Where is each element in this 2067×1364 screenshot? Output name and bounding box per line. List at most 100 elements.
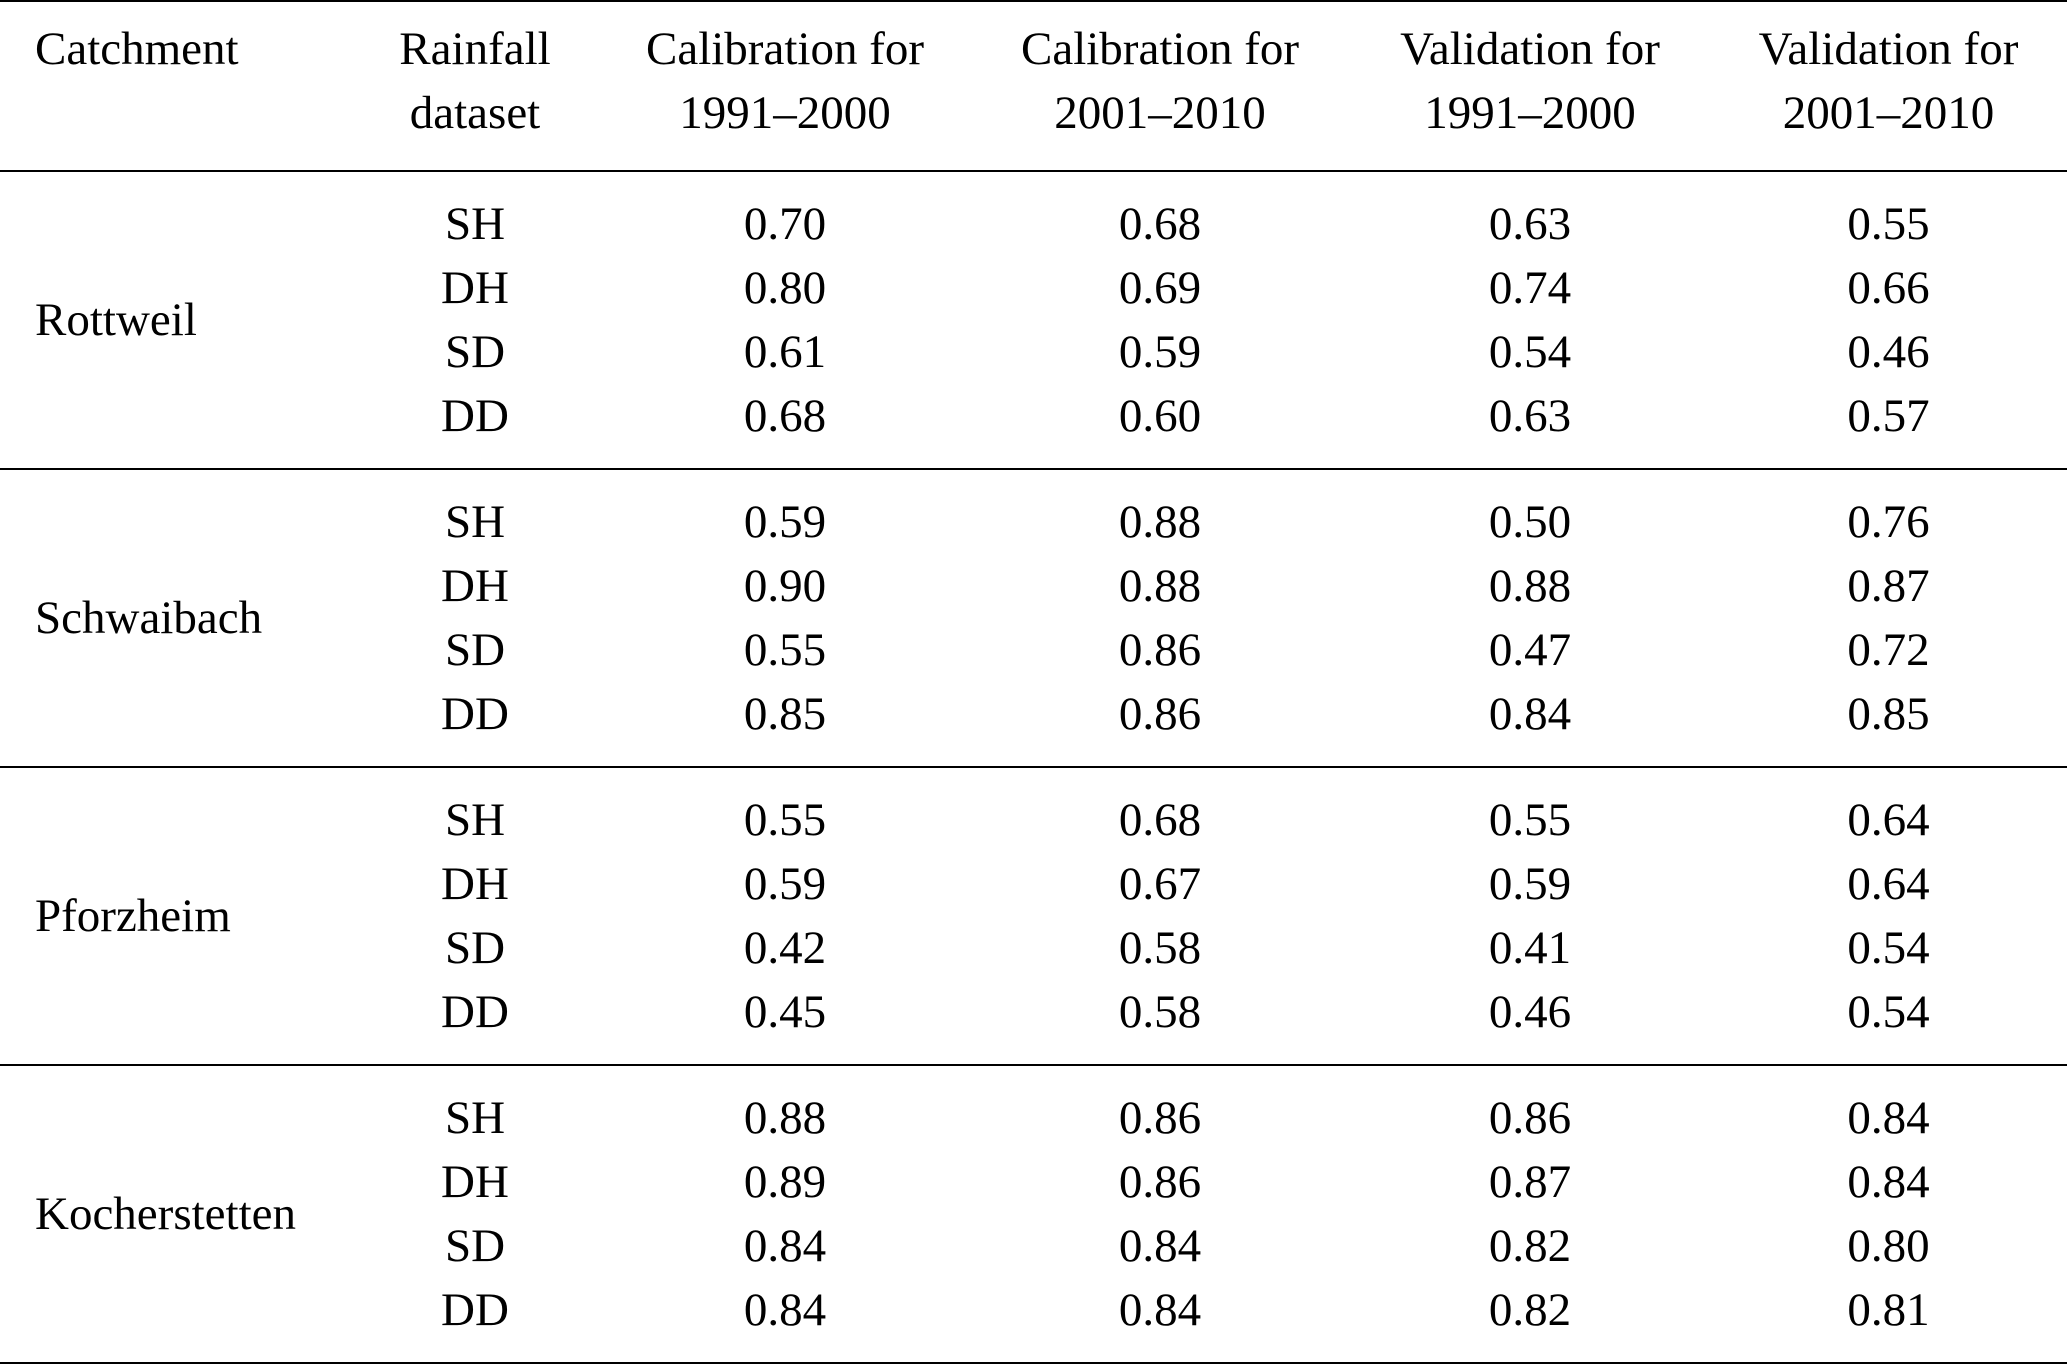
- rainfall-dataset-cell: DH: [441, 560, 509, 612]
- value-cell: 0.82: [1488, 1220, 1572, 1272]
- rainfall-dataset-cell: DH: [441, 262, 509, 314]
- value-cell: 0.60: [1118, 390, 1202, 442]
- value-cell: 0.85: [743, 688, 827, 740]
- header-line: dataset: [409, 87, 541, 139]
- rainfall-dataset-cell: DD: [441, 1284, 509, 1336]
- value-cell: 0.68: [1118, 198, 1202, 250]
- catchment-name: Kocherstetten: [35, 1188, 297, 1240]
- catchment-name: Schwaibach: [35, 592, 263, 644]
- header-line: Calibration for: [645, 23, 924, 75]
- value-cell: 0.86: [1118, 1156, 1202, 1208]
- rainfall-dataset-cell: SD: [444, 624, 506, 676]
- value-cell: 0.84: [1118, 1284, 1202, 1336]
- value-cell: 0.84: [1118, 1220, 1202, 1272]
- value-cell: 0.88: [1118, 496, 1202, 548]
- header-validation-2001-2010: Validation for 2001–2010: [1710, 1, 2067, 171]
- catchment-group: Pforzheim SH 0.55 0.68 0.55 0.64 DH 0.59 0.67 0.5…: [0, 767, 2067, 1065]
- value-cell: 0.46: [1847, 326, 1930, 378]
- value-cell: 0.58: [1118, 922, 1202, 974]
- value-cell: 0.84: [743, 1220, 827, 1272]
- value-cell: 0.54: [1847, 986, 1930, 1038]
- value-cell: 0.45: [743, 986, 827, 1038]
- table-row: SD 0.61 0.59 0.54 0.46: [0, 320, 2067, 384]
- header-line: Catchment: [35, 23, 239, 75]
- value-cell: 0.82: [1488, 1284, 1572, 1336]
- rainfall-dataset-cell: SH: [444, 496, 506, 548]
- value-cell: 0.55: [743, 794, 827, 846]
- value-cell: 0.88: [1488, 560, 1572, 612]
- rainfall-dataset-cell: SD: [444, 1220, 506, 1272]
- table-row: DH 0.59 0.67 0.59 0.64: [0, 852, 2067, 916]
- header-validation-1991-2000: Validation for 1991–2000: [1350, 1, 1710, 171]
- value-cell: 0.64: [1847, 858, 1930, 910]
- header-rainfall-dataset: Rainfall dataset: [350, 1, 600, 171]
- value-cell: 0.86: [1118, 1092, 1202, 1144]
- value-cell: 0.58: [1118, 986, 1202, 1038]
- table-row: DD 0.68 0.60 0.63 0.57: [0, 384, 2067, 469]
- value-cell: 0.57: [1847, 390, 1930, 442]
- value-cell: 0.68: [1118, 794, 1202, 846]
- value-cell: 0.84: [1847, 1092, 1930, 1144]
- value-cell: 0.55: [1488, 794, 1572, 846]
- rainfall-dataset-cell: DH: [441, 1156, 509, 1208]
- value-cell: 0.41: [1488, 922, 1572, 974]
- value-cell: 0.66: [1847, 262, 1930, 314]
- header-calibration-1991-2000: Calibration for 1991–2000: [600, 1, 970, 171]
- catchment-group: Schwaibach SH 0.59 0.88 0.50 0.76 DH 0.90 0.88 0.…: [0, 469, 2067, 767]
- rainfall-dataset-cell: SH: [444, 794, 506, 846]
- table-row: DD 0.85 0.86 0.84 0.85: [0, 682, 2067, 767]
- value-cell: 0.85: [1847, 688, 1930, 740]
- value-cell: 0.50: [1488, 496, 1572, 548]
- table-header: Catchment Rainfall dataset Calibration f…: [0, 1, 2067, 171]
- header-line: Validation for: [1758, 23, 2019, 75]
- value-cell: 0.70: [743, 198, 827, 250]
- header-line: 1991–2000: [679, 87, 891, 139]
- header-line: Rainfall: [399, 23, 551, 75]
- value-cell: 0.63: [1488, 198, 1572, 250]
- catchment-name: Pforzheim: [35, 890, 231, 942]
- table-row: SD 0.42 0.58 0.41 0.54: [0, 916, 2067, 980]
- table-row: Pforzheim SH 0.55 0.68 0.55 0.64: [0, 767, 2067, 942]
- table-row: DH 0.89 0.86 0.87 0.84: [0, 1150, 2067, 1214]
- value-cell: 0.74: [1488, 262, 1572, 314]
- value-cell: 0.88: [743, 1092, 827, 1144]
- value-cell: 0.67: [1118, 858, 1202, 910]
- value-cell: 0.54: [1847, 922, 1930, 974]
- table-row: DH 0.80 0.69 0.74 0.66: [0, 256, 2067, 320]
- header-line: Validation for: [1400, 23, 1660, 75]
- table-row: DH 0.90 0.88 0.88 0.87: [0, 554, 2067, 618]
- value-cell: 0.69: [1118, 262, 1202, 314]
- value-cell: 0.86: [1118, 624, 1202, 676]
- catchment-group: Rottweil SH 0.70 0.68 0.63 0.55 DH 0.80 0.69 0.74…: [0, 171, 2067, 469]
- value-cell: 0.59: [1488, 858, 1572, 910]
- rainfall-dataset-cell: SH: [444, 1092, 506, 1144]
- catchment-name: Rottweil: [35, 294, 197, 346]
- value-cell: 0.61: [743, 326, 827, 378]
- value-cell: 0.42: [743, 922, 827, 974]
- value-cell: 0.55: [1847, 198, 1930, 250]
- value-cell: 0.86: [1118, 688, 1202, 740]
- value-cell: 0.88: [1118, 560, 1202, 612]
- value-cell: 0.54: [1488, 326, 1572, 378]
- header-calibration-2001-2010: Calibration for 2001–2010: [970, 1, 1350, 171]
- rainfall-dataset-cell: DH: [441, 858, 509, 910]
- table-row: Kocherstetten SH 0.88 0.86 0.86 0.84: [0, 1065, 2067, 1240]
- value-cell: 0.59: [743, 496, 827, 548]
- value-cell: 0.68: [743, 390, 827, 442]
- value-cell: 0.87: [1488, 1156, 1572, 1208]
- header-catchment: Catchment: [0, 1, 350, 171]
- value-cell: 0.86: [1488, 1092, 1572, 1144]
- value-cell: 0.47: [1488, 624, 1572, 676]
- header-line: 1991–2000: [1424, 87, 1636, 139]
- rainfall-dataset-cell: DD: [441, 390, 509, 442]
- table-row: Schwaibach SH 0.59 0.88 0.50 0.76: [0, 469, 2067, 644]
- table-row: SD 0.84 0.84 0.82 0.80: [0, 1214, 2067, 1278]
- value-cell: 0.89: [743, 1156, 827, 1208]
- table-row: SD 0.55 0.86 0.47 0.72: [0, 618, 2067, 682]
- catchment-group: Kocherstetten SH 0.88 0.86 0.86 0.84 DH 0.89 0.8…: [0, 1065, 2067, 1363]
- value-cell: 0.64: [1847, 794, 1930, 846]
- value-cell: 0.72: [1847, 624, 1930, 676]
- header-line: 2001–2010: [1054, 87, 1266, 139]
